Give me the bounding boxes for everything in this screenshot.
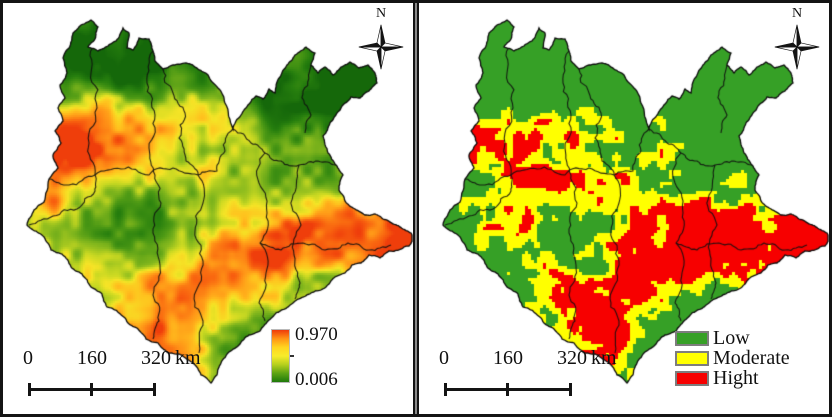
north-arrow: N bbox=[771, 7, 823, 76]
legend-item-low: Low bbox=[675, 328, 790, 348]
scale-bar: 0 160 320 km bbox=[439, 347, 649, 403]
compass-rose-icon bbox=[774, 24, 820, 70]
colorbar-gradient bbox=[271, 329, 290, 383]
legend-label-hight: Hight bbox=[713, 367, 759, 389]
north-label: N bbox=[375, 6, 387, 21]
north-label: N bbox=[791, 6, 803, 21]
colorbar: 0.970 0.006 bbox=[271, 324, 411, 397]
colorbar-max-label: 0.970 bbox=[295, 324, 338, 345]
scalebar-label-0: 0 bbox=[439, 347, 449, 369]
colorbar-min-label: 0.006 bbox=[295, 369, 338, 390]
map-panel-probability: N 0.970 0.006 0 160 bbox=[3, 3, 413, 414]
scalebar-bar bbox=[28, 383, 156, 396]
map-panel-classes: N Low Moderate bbox=[419, 3, 829, 414]
legend-swatch-moderate bbox=[675, 350, 709, 366]
scalebar-unit-label: km bbox=[591, 347, 617, 369]
legend-item-moderate: Moderate bbox=[675, 348, 790, 368]
probability-map-canvas bbox=[3, 3, 413, 414]
scalebar-label-160: 160 bbox=[493, 347, 523, 369]
risk-legend: Low Moderate Hight bbox=[675, 328, 790, 388]
panel-divider bbox=[413, 3, 419, 414]
scalebar-label-320: 320 bbox=[141, 347, 171, 369]
legend-swatch-low bbox=[675, 330, 709, 346]
scalebar-label-0: 0 bbox=[23, 347, 33, 369]
colorbar-mid-tick bbox=[290, 355, 294, 357]
scale-bar: 0 160 320 km bbox=[23, 347, 233, 403]
legend-swatch-hight bbox=[675, 370, 709, 386]
scalebar-bar bbox=[444, 383, 572, 396]
scalebar-unit-label: km bbox=[175, 347, 201, 369]
compass-rose-icon bbox=[358, 24, 404, 70]
risk-class-map-canvas bbox=[419, 3, 829, 414]
north-arrow: N bbox=[355, 7, 407, 76]
legend-label-low: Low bbox=[713, 327, 750, 349]
scalebar-line bbox=[444, 388, 572, 391]
legend-item-hight: Hight bbox=[675, 368, 790, 388]
scalebar-label-320: 320 bbox=[557, 347, 587, 369]
legend-label-moderate: Moderate bbox=[713, 347, 790, 369]
scalebar-line bbox=[28, 388, 156, 391]
scalebar-label-160: 160 bbox=[77, 347, 107, 369]
